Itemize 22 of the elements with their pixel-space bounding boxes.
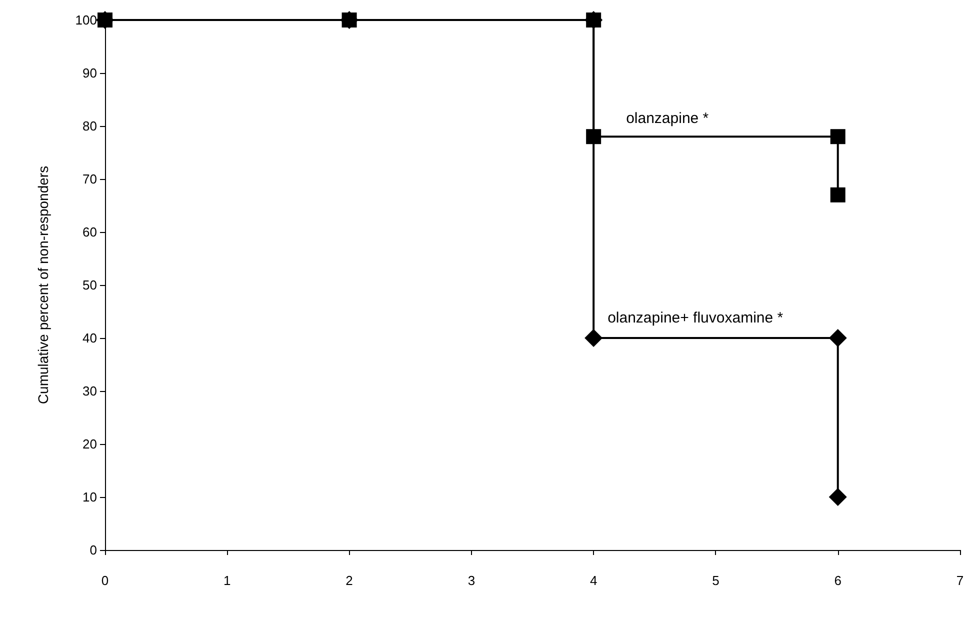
x-tick-label: 1 bbox=[224, 573, 231, 588]
y-axis-title: Cumulative percent of non-responders bbox=[35, 166, 51, 404]
y-tick-label: 100 bbox=[75, 12, 97, 28]
y-tick-label: 90 bbox=[82, 66, 97, 80]
x-tick-label: 4 bbox=[590, 573, 598, 588]
x-tick-label: 3 bbox=[468, 573, 476, 588]
x-tick-label: 5 bbox=[712, 573, 720, 588]
x-tick-label: 7 bbox=[956, 573, 964, 588]
y-tick-label: 40 bbox=[82, 330, 97, 346]
x-tick-label: 0 bbox=[101, 573, 109, 588]
series-label: olanzapine * bbox=[626, 110, 709, 128]
series-label: olanzapine+ fluvoxamine * bbox=[608, 310, 784, 326]
y-tick-label: 60 bbox=[82, 224, 97, 240]
x-tick-label: 6 bbox=[834, 573, 842, 588]
y-tick-label: 80 bbox=[82, 118, 97, 134]
y-tick-label: 50 bbox=[82, 278, 97, 292]
y-tick-label: 30 bbox=[82, 384, 97, 398]
y-tick-label: 10 bbox=[82, 490, 97, 504]
y-tick-label: 70 bbox=[82, 172, 97, 186]
y-tick-label: 0 bbox=[90, 542, 97, 558]
x-tick-label: 2 bbox=[346, 573, 353, 588]
y-tick-label: 20 bbox=[82, 436, 97, 452]
